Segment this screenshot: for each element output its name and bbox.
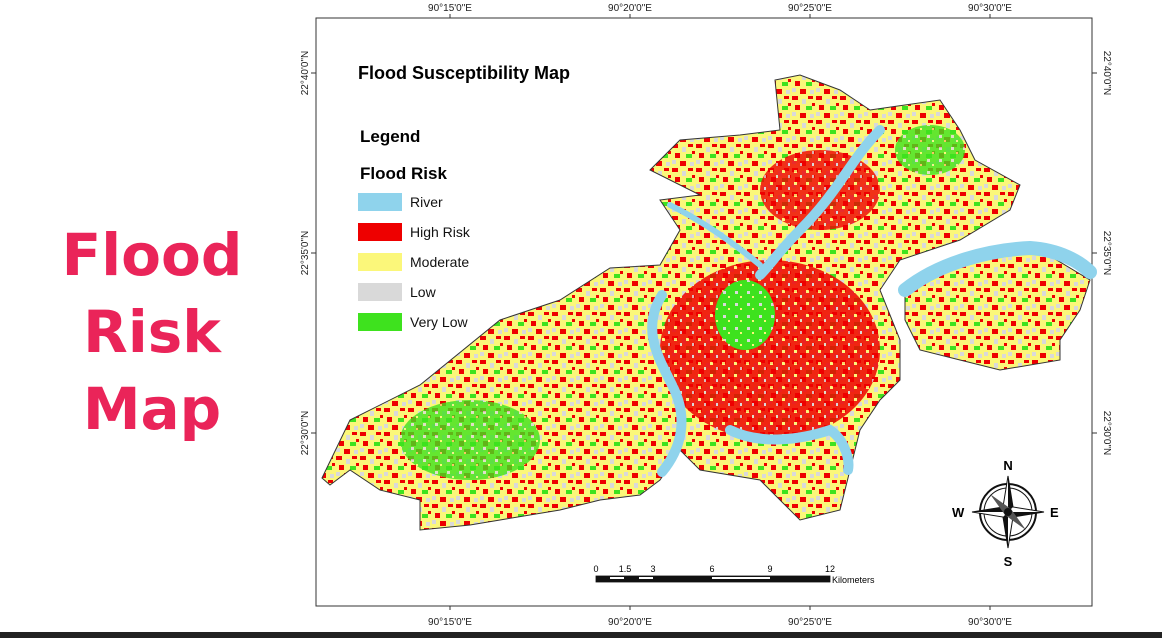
legend-swatch xyxy=(358,253,402,271)
longitude-label: 90°30'0"E xyxy=(968,3,1012,14)
risk-zones xyxy=(400,125,965,480)
latitude-label: 22°40'0"N xyxy=(1101,51,1112,96)
scale-label: 1.5 xyxy=(619,564,632,574)
legend-swatch xyxy=(358,313,402,331)
compass-label: E xyxy=(1050,505,1059,520)
longitude-label: 90°30'0"E xyxy=(968,617,1012,628)
legend-swatch xyxy=(358,283,402,301)
legend-heading: Legend xyxy=(360,127,420,146)
scale-label: 0 xyxy=(593,564,598,574)
latitude-label: 22°30'0"N xyxy=(300,411,311,456)
latitude-label: 22°40'0"N xyxy=(300,51,311,96)
headline-line: Map xyxy=(83,375,221,443)
high-zone xyxy=(760,150,880,230)
latitude-label: 22°35'0"N xyxy=(1101,231,1112,276)
compass-label: N xyxy=(1003,458,1012,473)
coordinates: 90°15'0"E 90°15'0"E 90°20'0"E 90°20'0"E 90°2… xyxy=(300,3,1112,628)
longitude-label: 90°25'0"E xyxy=(788,617,832,628)
scale-label: 3 xyxy=(650,564,655,574)
scale-label: 12 xyxy=(825,564,835,574)
latitude-label: 22°30'0"N xyxy=(1101,411,1112,456)
compass-label: W xyxy=(952,505,965,520)
scale-label: 9 xyxy=(767,564,772,574)
compass-label: S xyxy=(1004,554,1013,569)
scale-unit: Kilometers xyxy=(832,575,875,585)
low-zone xyxy=(400,400,540,480)
compass: N S E W xyxy=(952,458,1059,569)
headline-line: Flood xyxy=(62,221,243,289)
map-title: Flood Susceptibility Map xyxy=(358,63,570,83)
longitude-label: 90°15'0"E xyxy=(428,617,472,628)
scale-bar xyxy=(595,575,831,583)
low-zone xyxy=(715,280,775,350)
high-zone xyxy=(660,260,880,440)
legend-label: River xyxy=(410,194,443,210)
legend-subheading: Flood Risk xyxy=(360,164,447,183)
latitude-label: 22°35'0"N xyxy=(300,231,311,276)
longitude-label: 90°20'0"E xyxy=(608,3,652,14)
legend-label: High Risk xyxy=(410,224,471,240)
legend-swatch xyxy=(358,223,402,241)
legend-label: Low xyxy=(410,284,437,300)
longitude-label: 90°20'0"E xyxy=(608,617,652,628)
low-zone xyxy=(895,125,965,175)
rivers xyxy=(647,125,1097,477)
legend-swatch xyxy=(358,193,402,211)
scale-label: 6 xyxy=(709,564,714,574)
headline-line: Risk xyxy=(83,298,222,366)
longitude-label: 90°15'0"E xyxy=(428,3,472,14)
legend-label: Moderate xyxy=(410,254,469,270)
longitude-label: 90°25'0"E xyxy=(788,3,832,14)
legend: River High Risk Moderate Low Very Low xyxy=(358,193,471,331)
bottom-strip xyxy=(0,632,1162,638)
legend-label: Very Low xyxy=(410,314,468,330)
